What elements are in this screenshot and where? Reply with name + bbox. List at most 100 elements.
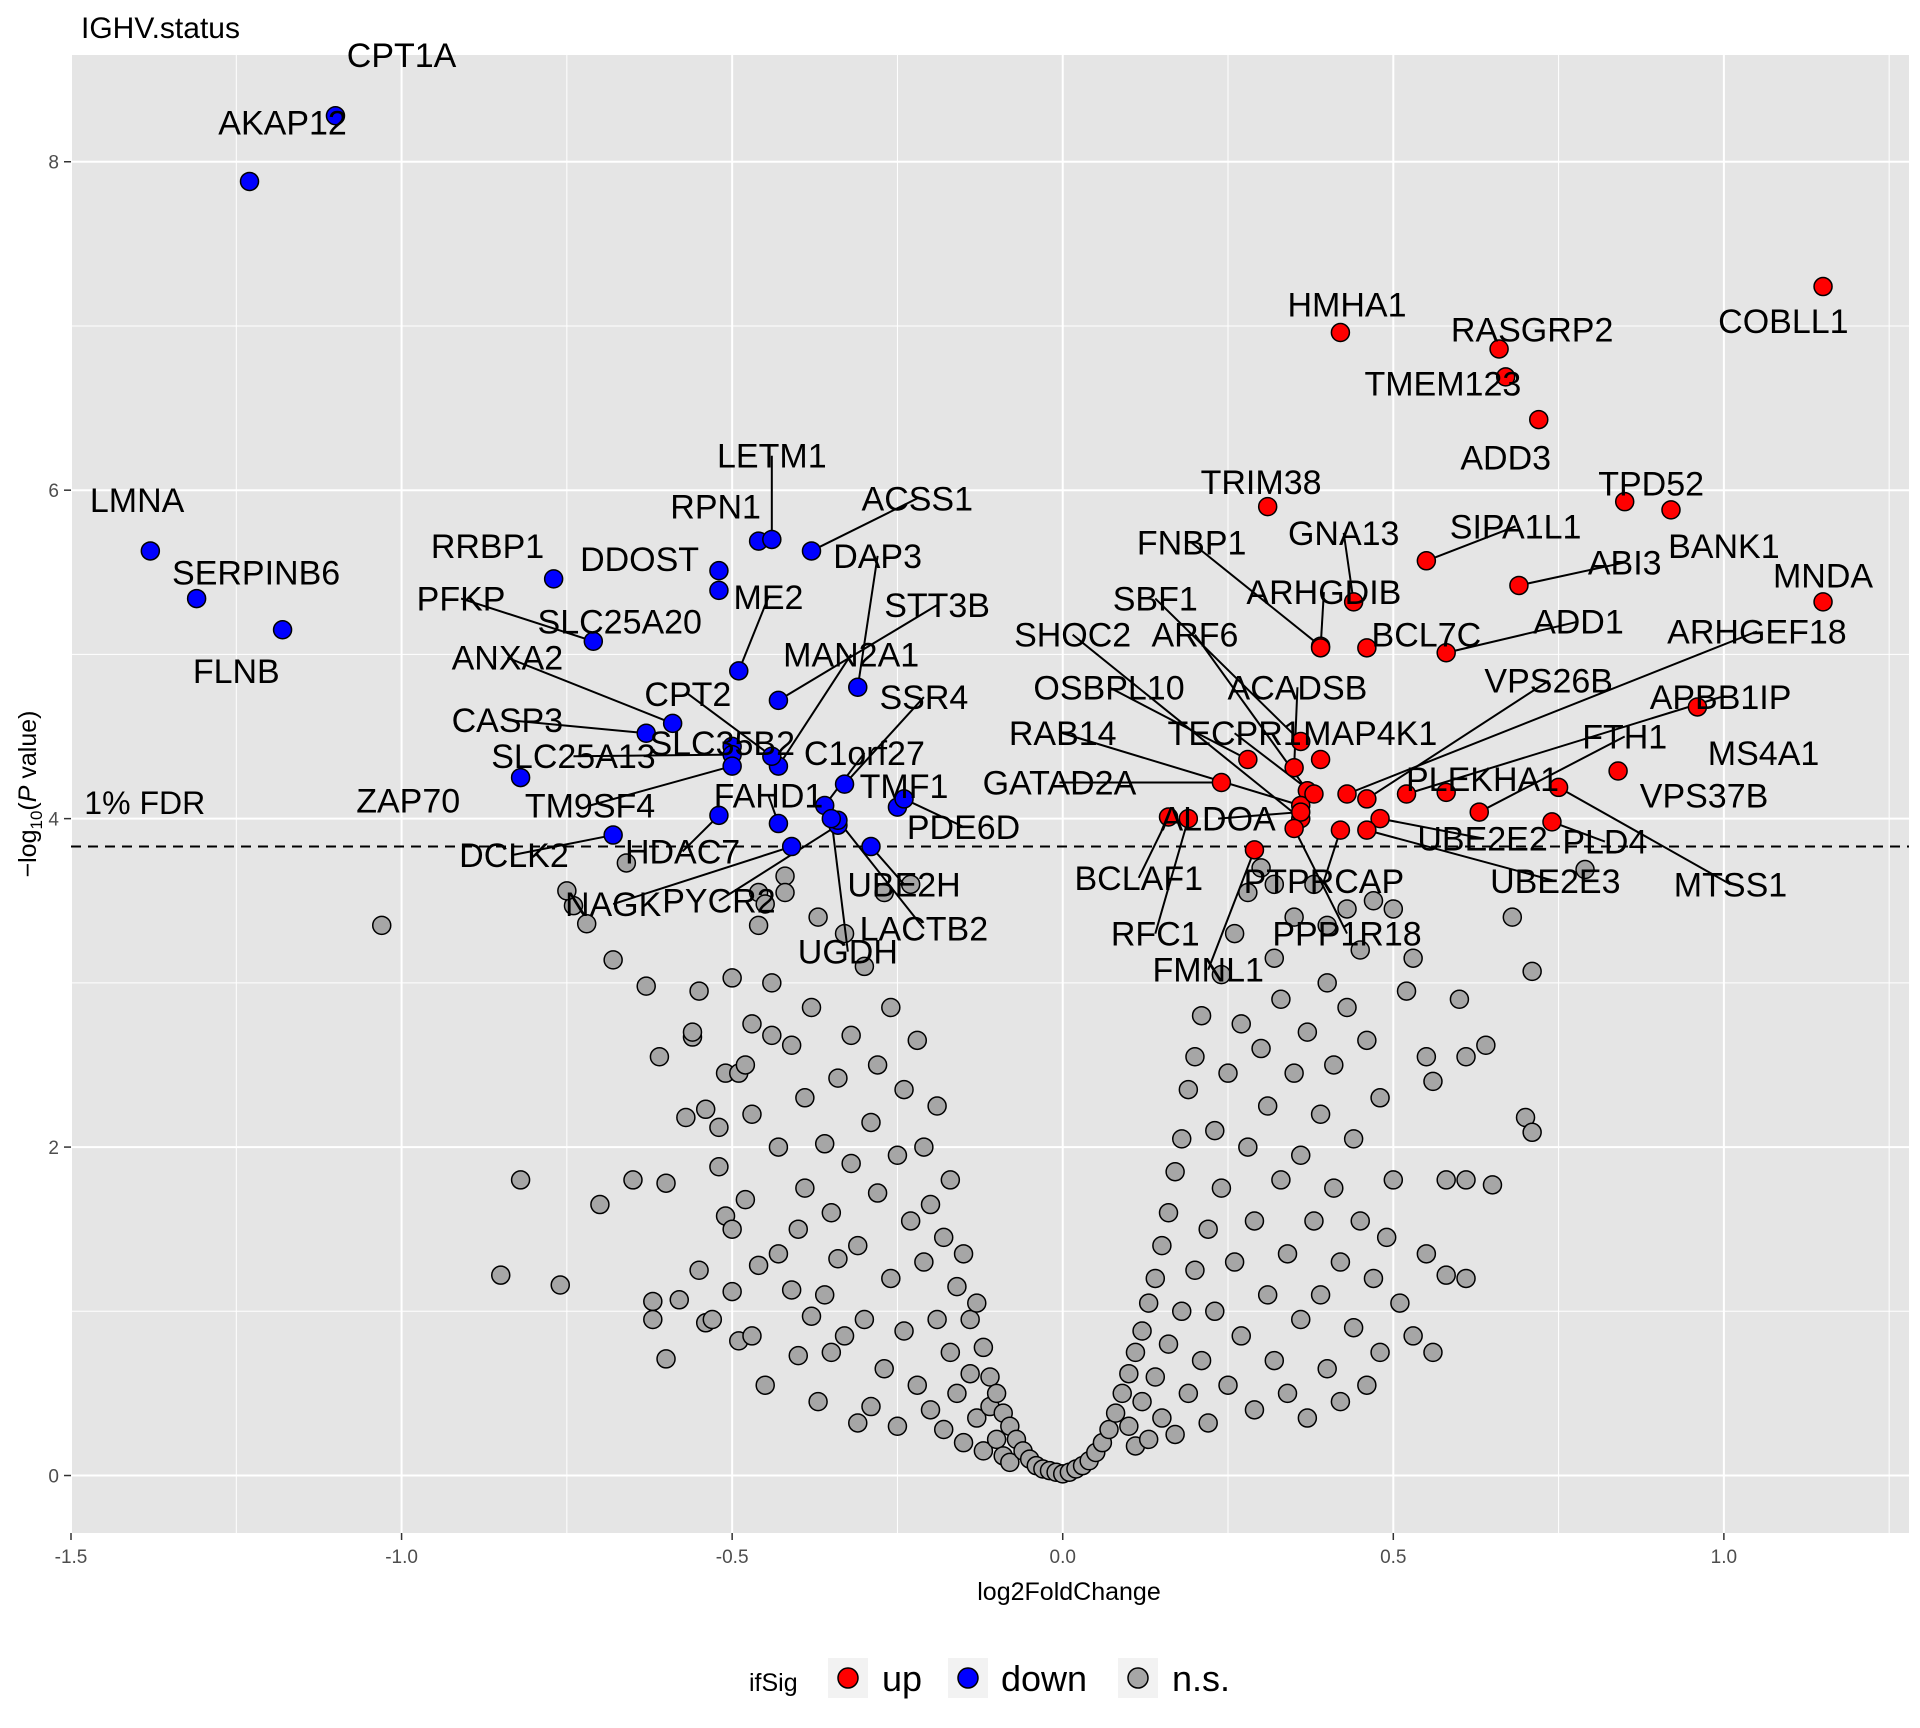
ns-point: [1251, 1038, 1271, 1059]
sig-point-bcl7c: [1357, 638, 1377, 658]
gene-label-acss1: ACSS1: [862, 480, 974, 518]
ns-point: [1370, 1088, 1390, 1108]
gene-label-lmna: LMNA: [90, 482, 185, 520]
ns-point: [795, 1178, 815, 1198]
gene-label-rab14: RAB14: [1009, 715, 1117, 753]
ns-point: [1205, 1301, 1225, 1322]
sig-point-akap12: [239, 171, 260, 192]
ns-point: [887, 1416, 908, 1437]
sig-point-ube2e2: [1370, 808, 1390, 829]
sig-point-ptprcap: [1330, 820, 1351, 840]
y-axis-title-sub: 10: [27, 811, 46, 830]
ns-point: [927, 1309, 947, 1330]
ns-point: [695, 1099, 716, 1120]
sig-point-slc25a20: [709, 580, 729, 601]
ns-point: [861, 1112, 881, 1133]
gene-label-pfkp: PFKP: [417, 581, 506, 619]
gene-label-lactb2: LACTB2: [860, 911, 989, 949]
leader-line: [1207, 849, 1256, 971]
gene-label-ddost: DDOST: [580, 541, 699, 579]
ns-point: [1284, 907, 1304, 927]
ns-point: [927, 1096, 947, 1116]
ns-point: [828, 1248, 848, 1269]
ns-point: [1363, 1268, 1384, 1289]
ns-point: [914, 1137, 934, 1157]
ns-point: [1158, 1334, 1179, 1354]
ns-point: [1145, 1367, 1166, 1387]
chart-title: IGHV.status: [81, 12, 240, 45]
ns-point: [881, 997, 901, 1018]
sig-point-me2: [729, 661, 749, 681]
sig-point-ms4a1: [1687, 697, 1708, 717]
sig-point-vps37b: [1608, 761, 1628, 781]
sig-point-rfc1: [1178, 808, 1199, 829]
gene-label-cpt2: CPT2: [644, 676, 731, 714]
ns-point: [1277, 1244, 1298, 1264]
gene-label-anxa2: ANXA2: [452, 640, 564, 678]
sig-point-serpinb6: [186, 588, 207, 609]
sig-point-stt3b: [768, 690, 789, 711]
ns-point: [742, 1104, 762, 1124]
sig-point-dap3: [848, 677, 868, 698]
ns-point: [887, 1145, 908, 1166]
ns-point: [1290, 1145, 1311, 1166]
ns-point: [616, 853, 637, 873]
ns-point: [1178, 1383, 1199, 1404]
gene-label-osbpl10: OSBPL10: [1033, 669, 1184, 707]
gene-label-bank1: BANK1: [1668, 528, 1780, 566]
ns-point: [1271, 989, 1291, 1010]
ns-point: [801, 997, 822, 1018]
ns-point: [914, 1252, 934, 1272]
sig-point-pld4: [1542, 812, 1562, 832]
gene-label-nagk: NAGK: [565, 886, 662, 924]
ns-point: [490, 1265, 511, 1285]
leader-line: [1478, 735, 1626, 813]
ns-point: [953, 1432, 974, 1453]
ns-point: [874, 882, 894, 903]
ns-point: [1297, 1408, 1318, 1428]
ns-point: [788, 1345, 809, 1366]
ns-point: [874, 1359, 894, 1379]
ns-point: [1171, 1129, 1192, 1149]
ns-point: [1363, 890, 1384, 911]
gene-label-rrbp1: RRBP1: [431, 528, 544, 566]
ns-point: [669, 1290, 690, 1310]
ns-point: [762, 973, 782, 993]
gene-label-bclaf1: BCLAF1: [1075, 860, 1204, 898]
gene-label-arhgef18: ARHGEF18: [1667, 613, 1847, 651]
ns-point: [742, 1014, 762, 1034]
sig-point-tecpr1: [1304, 784, 1324, 804]
leader-line: [1518, 561, 1625, 587]
sig-point-trim38: [1257, 496, 1278, 517]
sig-point-ppp1r18: [1284, 818, 1304, 839]
ns-point: [1575, 859, 1595, 880]
ns-point: [1165, 1424, 1185, 1445]
leader-line: [777, 653, 852, 767]
ns-point: [867, 1055, 888, 1075]
ns-point: [1337, 997, 1357, 1018]
gene-label-vps26b: VPS26B: [1484, 663, 1613, 701]
leader-line: [830, 818, 849, 952]
ns-point: [1436, 1265, 1456, 1285]
leader-line: [1293, 828, 1348, 935]
ns-point: [1218, 1063, 1238, 1083]
gene-label-slc25a20: SLC25A20: [538, 604, 702, 642]
gene-label-tecpr1: TECPR1: [1168, 715, 1302, 753]
legend-label-up: up: [882, 1658, 922, 1699]
ns-point: [900, 874, 921, 895]
sig-point-flnb: [272, 620, 293, 640]
sig-point-tm9sf4: [722, 756, 742, 776]
legend: ifSig up down n.s.: [749, 1658, 1230, 1699]
ns-point: [1198, 1413, 1218, 1433]
ns-point: [1158, 1203, 1179, 1223]
ns-point: [848, 1235, 868, 1256]
ns-point: [649, 1047, 670, 1067]
sig-point-lmna: [140, 541, 161, 561]
gene-label-arhgdib: ARHGDIB: [1246, 574, 1401, 612]
ns-point: [1482, 1175, 1503, 1195]
leader-line: [687, 693, 773, 758]
sig-point-rasgrp2: [1489, 339, 1509, 359]
gene-label-ptprcap: PTPRCAP: [1244, 863, 1405, 901]
x-axis-title: log2FoldChange: [977, 1578, 1160, 1606]
